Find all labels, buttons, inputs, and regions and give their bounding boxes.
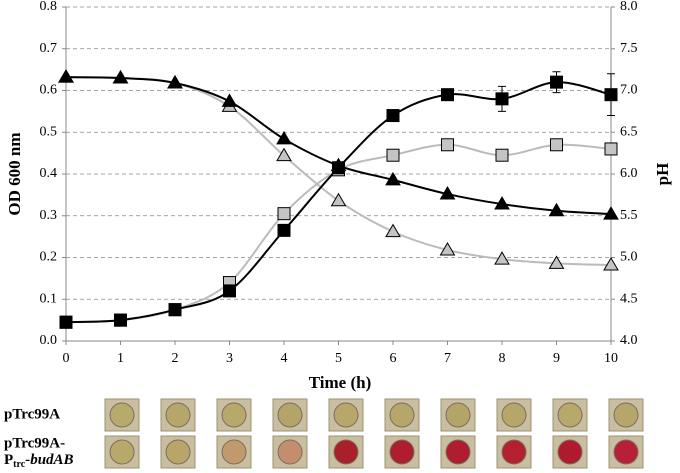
y2-tick-label: 5.5 bbox=[620, 208, 638, 223]
marker bbox=[441, 88, 454, 102]
x-axis-title: Time (h) bbox=[309, 373, 372, 392]
y-tick-label: 0.5 bbox=[40, 124, 58, 139]
label-part: -budAB bbox=[25, 452, 73, 468]
marker bbox=[550, 138, 563, 152]
marker bbox=[604, 88, 618, 102]
marker bbox=[439, 241, 456, 256]
well bbox=[333, 402, 359, 428]
marker bbox=[548, 255, 565, 269]
marker bbox=[277, 223, 291, 237]
y-tick-label: 0.6 bbox=[40, 83, 58, 98]
y2-axis-title: pH bbox=[653, 163, 672, 186]
marker bbox=[168, 303, 182, 317]
row-label: pTrc99A bbox=[4, 406, 60, 422]
marker bbox=[223, 284, 236, 298]
label-part: trc bbox=[13, 459, 26, 470]
marker bbox=[385, 223, 401, 238]
marker bbox=[112, 69, 129, 84]
marker bbox=[114, 313, 127, 327]
marker bbox=[221, 93, 238, 107]
well bbox=[501, 402, 527, 428]
marker bbox=[603, 257, 619, 271]
y-tick-label: 0.1 bbox=[40, 291, 58, 306]
marker bbox=[277, 207, 291, 221]
marker bbox=[167, 74, 183, 89]
y2-tick-label: 7.0 bbox=[620, 83, 638, 98]
marker bbox=[330, 157, 347, 172]
well bbox=[109, 439, 135, 465]
x-tick-label: 1 bbox=[117, 351, 124, 366]
x-tick-label: 7 bbox=[444, 351, 451, 366]
y2-tick-label: 8.0 bbox=[620, 0, 638, 14]
well bbox=[277, 439, 303, 465]
y-axis-title: OD 600 nm bbox=[5, 132, 24, 215]
x-tick-label: 8 bbox=[499, 351, 506, 366]
well bbox=[221, 439, 247, 465]
row-label: pTrc99A- bbox=[4, 435, 65, 451]
marker bbox=[550, 75, 563, 89]
well bbox=[389, 439, 415, 465]
y2-tick-label: 6.5 bbox=[620, 124, 638, 139]
y-tick-label: 0.0 bbox=[40, 333, 58, 348]
y2-tick-label: 4.5 bbox=[620, 291, 638, 306]
y-tick-label: 0.3 bbox=[40, 208, 58, 223]
y2-tick-label: 5.0 bbox=[620, 250, 638, 265]
well bbox=[221, 402, 247, 428]
well bbox=[501, 439, 527, 465]
row-label: Ptrc-budAB bbox=[4, 452, 74, 470]
y-tick-label: 0.4 bbox=[40, 166, 58, 181]
label-part: P bbox=[4, 452, 13, 468]
y-tick-label: 0.8 bbox=[40, 0, 58, 14]
well bbox=[445, 402, 471, 428]
well bbox=[277, 402, 303, 428]
y2-tick-label: 6.0 bbox=[620, 166, 638, 181]
well bbox=[557, 402, 583, 428]
marker bbox=[58, 69, 74, 83]
well bbox=[389, 402, 415, 428]
well bbox=[165, 402, 191, 428]
marker bbox=[330, 192, 347, 207]
marker bbox=[495, 92, 509, 106]
well bbox=[445, 439, 471, 465]
y2-tick-label: 4.0 bbox=[620, 333, 638, 348]
marker bbox=[494, 196, 510, 210]
x-tick-label: 2 bbox=[172, 351, 179, 366]
well bbox=[613, 402, 639, 428]
marker bbox=[385, 171, 401, 186]
y-tick-label: 0.7 bbox=[40, 41, 58, 56]
x-tick-label: 6 bbox=[390, 351, 397, 366]
x-tick-label: 3 bbox=[226, 351, 233, 366]
y-tick-label: 0.2 bbox=[40, 250, 58, 265]
well bbox=[333, 439, 359, 465]
x-tick-label: 4 bbox=[281, 351, 288, 366]
marker bbox=[276, 147, 292, 162]
y2-tick-label: 7.5 bbox=[620, 41, 638, 56]
x-tick-label: 5 bbox=[335, 351, 342, 366]
marker bbox=[276, 130, 292, 145]
well bbox=[557, 439, 583, 465]
well bbox=[109, 402, 135, 428]
marker bbox=[494, 251, 510, 265]
well bbox=[165, 439, 191, 465]
x-tick-label: 9 bbox=[553, 351, 560, 366]
x-tick-label: 10 bbox=[604, 351, 618, 366]
marker bbox=[439, 186, 456, 200]
marker bbox=[386, 109, 400, 123]
marker bbox=[604, 142, 618, 156]
marker bbox=[603, 206, 619, 220]
well bbox=[613, 439, 639, 465]
marker bbox=[59, 315, 73, 329]
x-tick-label: 0 bbox=[63, 351, 70, 366]
marker bbox=[441, 138, 454, 152]
marker bbox=[495, 148, 509, 162]
marker bbox=[386, 148, 400, 162]
marker bbox=[548, 202, 565, 217]
